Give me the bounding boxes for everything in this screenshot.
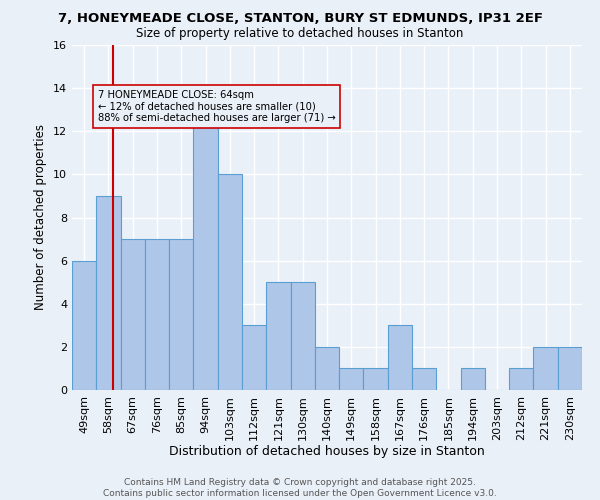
Bar [290, 282, 315, 390]
Bar [364, 368, 388, 390]
Bar [461, 368, 485, 390]
Bar [218, 174, 242, 390]
Bar [558, 347, 582, 390]
Bar [339, 368, 364, 390]
Y-axis label: Number of detached properties: Number of detached properties [34, 124, 47, 310]
Bar [96, 196, 121, 390]
Bar [242, 326, 266, 390]
Bar [509, 368, 533, 390]
Text: Contains HM Land Registry data © Crown copyright and database right 2025.
Contai: Contains HM Land Registry data © Crown c… [103, 478, 497, 498]
Bar [121, 239, 145, 390]
Bar [193, 110, 218, 390]
Bar [315, 347, 339, 390]
Bar [266, 282, 290, 390]
Bar [388, 326, 412, 390]
Bar [169, 239, 193, 390]
Bar [72, 260, 96, 390]
Text: 7 HONEYMEADE CLOSE: 64sqm
← 12% of detached houses are smaller (10)
88% of semi-: 7 HONEYMEADE CLOSE: 64sqm ← 12% of detac… [97, 90, 335, 123]
Bar [412, 368, 436, 390]
X-axis label: Distribution of detached houses by size in Stanton: Distribution of detached houses by size … [169, 446, 485, 458]
Text: 7, HONEYMEADE CLOSE, STANTON, BURY ST EDMUNDS, IP31 2EF: 7, HONEYMEADE CLOSE, STANTON, BURY ST ED… [58, 12, 542, 26]
Bar [533, 347, 558, 390]
Text: Size of property relative to detached houses in Stanton: Size of property relative to detached ho… [136, 28, 464, 40]
Bar [145, 239, 169, 390]
